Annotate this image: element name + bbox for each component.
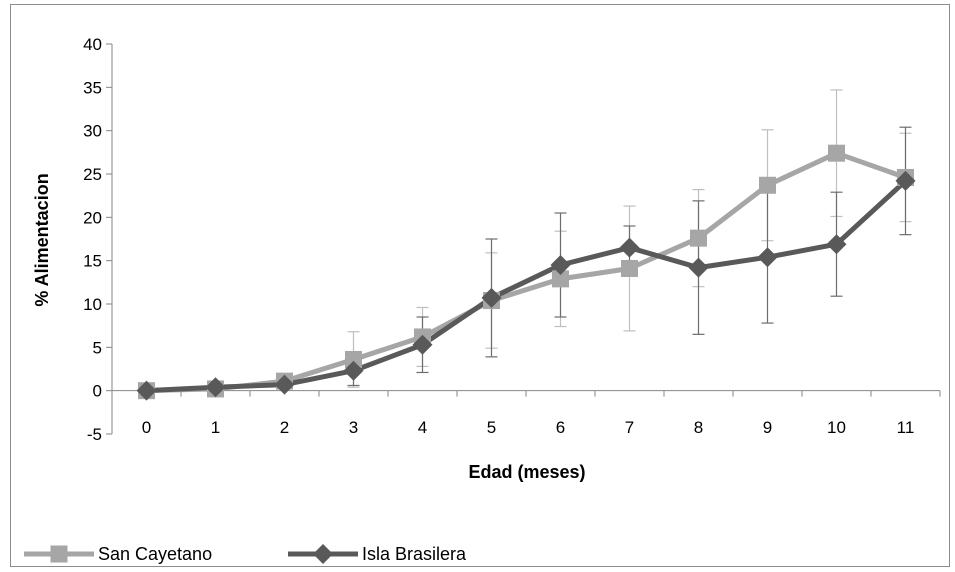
y-tick-label: 30 [83, 122, 102, 141]
data-point-isla-brasilera [205, 377, 226, 398]
legend-marker [313, 544, 333, 564]
x-tick-label: 9 [763, 418, 772, 437]
data-point-san-cayetano [552, 270, 569, 288]
x-tick-label: 11 [897, 418, 915, 437]
data-point-isla-brasilera [619, 237, 640, 258]
legend-marker [50, 545, 68, 563]
data-point-isla-brasilera [136, 380, 157, 401]
axes: -5 0 5 10 15 20 25 30 35 40 0 1 2 3 4 5 6 7 8 9 10 11 [83, 35, 941, 444]
legend-label: San Cayetano [98, 544, 212, 564]
legend-item-isla-brasilera: Isla Brasilera [288, 544, 467, 564]
markers [136, 144, 916, 401]
x-tick-label: 8 [694, 418, 703, 437]
x-tick-label: 6 [556, 418, 565, 437]
chart-frame [10, 4, 950, 567]
data-point-san-cayetano [759, 176, 776, 194]
x-tick-label: 10 [827, 418, 846, 437]
data-point-san-cayetano [621, 259, 638, 277]
data-point-isla-brasilera [826, 234, 847, 255]
data-point-san-cayetano [345, 350, 362, 368]
data-point-isla-brasilera [343, 360, 364, 381]
series-lines [146, 150, 908, 394]
data-point-isla-brasilera [688, 257, 709, 278]
data-point-isla-brasilera [274, 374, 295, 395]
data-point-san-cayetano [690, 229, 707, 247]
x-tick-label: 4 [418, 418, 427, 437]
y-tick-label: 40 [83, 35, 102, 54]
y-tick-label: 10 [83, 295, 102, 314]
x-tick-label: 1 [211, 418, 220, 437]
y-tick-label: 0 [93, 382, 102, 401]
x-axis-title: Edad (meses) [468, 462, 585, 482]
x-tick-label: 2 [280, 418, 289, 437]
y-tick-label: 25 [83, 165, 102, 184]
y-tick-label: 15 [83, 252, 102, 271]
y-tick-label: -5 [87, 425, 102, 444]
x-tick-label: 7 [625, 418, 634, 437]
series-line-isla-brasilera [146, 179, 908, 394]
legend: San Cayetano Isla Brasilera [24, 544, 467, 564]
data-point-isla-brasilera [412, 334, 433, 355]
data-point-isla-brasilera [757, 247, 778, 268]
data-point-isla-brasilera [895, 170, 916, 191]
legend-item-san-cayetano: San Cayetano [24, 544, 212, 564]
error-bars [209, 89, 912, 393]
y-tick-label: 20 [83, 208, 102, 227]
x-tick-label: 5 [487, 418, 496, 437]
data-point-isla-brasilera [481, 287, 502, 308]
legend-label: Isla Brasilera [362, 544, 467, 564]
series-line-san-cayetano [146, 150, 907, 394]
y-axis-title: % Alimentacion [32, 173, 52, 306]
data-point-isla-brasilera [550, 255, 571, 275]
y-tick-label: 5 [93, 338, 102, 357]
x-tick-label: 0 [142, 418, 151, 437]
y-tick-label: 35 [83, 78, 102, 97]
data-point-san-cayetano [828, 144, 845, 162]
x-tick-label: 3 [349, 418, 358, 437]
